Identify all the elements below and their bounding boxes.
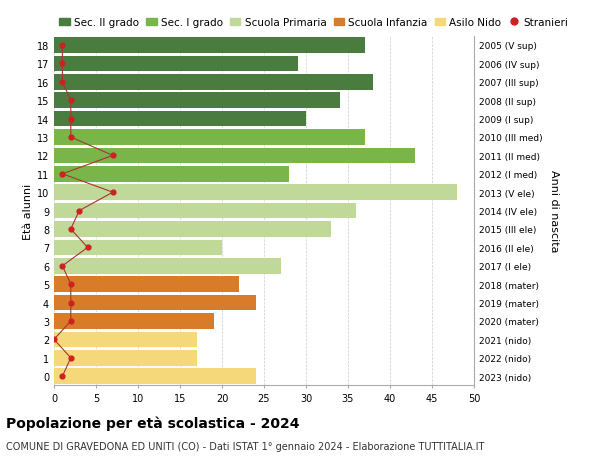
Bar	[54, 350, 197, 366]
Bar	[54, 258, 281, 274]
Point	[66, 299, 76, 307]
Bar	[54, 203, 356, 219]
Point	[66, 97, 76, 105]
Point	[108, 152, 118, 160]
Point	[58, 42, 67, 50]
Bar	[54, 277, 239, 292]
Point	[66, 116, 76, 123]
Point	[58, 263, 67, 270]
Bar	[54, 167, 289, 182]
Point	[66, 354, 76, 362]
Bar	[54, 313, 214, 329]
Point	[58, 79, 67, 86]
Bar	[54, 222, 331, 237]
Bar	[54, 185, 457, 201]
Point	[58, 61, 67, 68]
Bar	[54, 130, 365, 146]
Bar	[54, 93, 340, 109]
Bar	[54, 148, 415, 164]
Point	[58, 373, 67, 380]
Bar	[54, 112, 306, 127]
Legend: Sec. II grado, Sec. I grado, Scuola Primaria, Scuola Infanzia, Asilo Nido, Stran: Sec. II grado, Sec. I grado, Scuola Prim…	[59, 18, 568, 28]
Text: COMUNE DI GRAVEDONA ED UNITI (CO) - Dati ISTAT 1° gennaio 2024 - Elaborazione TU: COMUNE DI GRAVEDONA ED UNITI (CO) - Dati…	[6, 441, 484, 451]
Point	[49, 336, 59, 343]
Point	[74, 207, 84, 215]
Point	[58, 171, 67, 178]
Point	[66, 134, 76, 141]
Bar	[54, 332, 197, 347]
Y-axis label: Età alunni: Età alunni	[23, 183, 32, 239]
Bar	[54, 56, 298, 72]
Y-axis label: Anni di nascita: Anni di nascita	[549, 170, 559, 252]
Bar	[54, 369, 256, 384]
Bar	[54, 295, 256, 311]
Point	[66, 226, 76, 233]
Point	[108, 189, 118, 196]
Bar	[54, 75, 373, 90]
Point	[66, 318, 76, 325]
Point	[66, 281, 76, 288]
Bar	[54, 38, 365, 54]
Bar	[54, 240, 222, 256]
Point	[83, 244, 92, 252]
Text: Popolazione per età scolastica - 2024: Popolazione per età scolastica - 2024	[6, 415, 299, 430]
